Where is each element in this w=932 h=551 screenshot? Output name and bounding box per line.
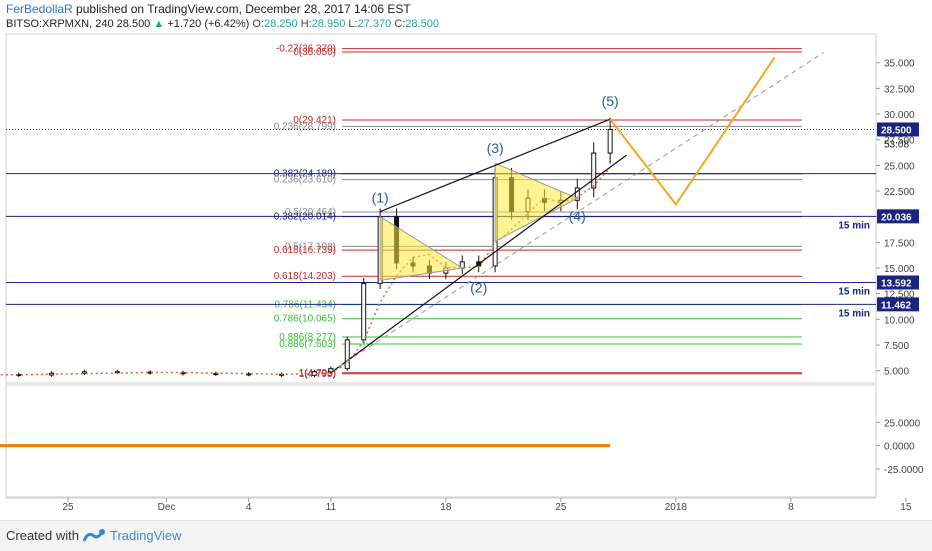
- price-tick-label: 27.500: [884, 136, 915, 147]
- chart-header-line1: FerBedollaR published on TradingView.com…: [6, 2, 411, 16]
- price-tick-label: 5.000: [884, 367, 909, 378]
- projection-arrow-path: [609, 57, 776, 207]
- price-pane-frame: [5, 33, 877, 384]
- price-level-badge-bg: [877, 275, 919, 290]
- wave-label: (4): [569, 208, 586, 224]
- last-price-badge-bg: [877, 122, 919, 137]
- fib-level-label: 0.618(16.739): [274, 245, 336, 256]
- change-up-icon: ▲: [153, 18, 165, 30]
- wave-label: (1): [372, 189, 389, 205]
- triangle-pattern-2: [494, 162, 579, 243]
- publish-info: published on TradingView.com, December 2…: [76, 2, 411, 16]
- price-tick-label: 12.500: [884, 290, 915, 301]
- open-value: 28.250: [263, 18, 298, 30]
- countdown-label: 53:08: [884, 139, 909, 150]
- wedge-upper-line: [379, 118, 611, 213]
- candle-body: [246, 373, 252, 376]
- price-tick-label: 25.000: [884, 161, 915, 172]
- candle-body: [574, 187, 580, 201]
- candle-body: [81, 371, 87, 374]
- price-chart[interactable]: 35.000 32.500 30.000 27.500 25.000 22.500 20.0…: [0, 0, 932, 520]
- time-tick-label: 2018: [665, 502, 688, 513]
- wave-label: (5): [602, 93, 619, 109]
- price-tick-label: 7.500: [884, 341, 909, 352]
- candle-body: [344, 339, 350, 370]
- time-tick-label: 4: [246, 502, 252, 513]
- price-level-badge-bg: [877, 209, 919, 224]
- chart-header-line2: BITSO:XRPMXN, 240 28.500 ▲ +1.720 (+6.42…: [6, 18, 439, 30]
- fib-level-label: 0.786(10.065): [274, 314, 336, 325]
- wave-label: (2): [470, 280, 487, 296]
- candle-body: [607, 128, 613, 154]
- last-price-text: 28.500: [116, 18, 151, 30]
- low-value: 27.370: [357, 18, 392, 30]
- candle-body: [361, 282, 367, 341]
- oscillator-pane-frame: [5, 384, 877, 498]
- change-text: +1.720 (+6.42%): [167, 18, 250, 30]
- symbol-label[interactable]: BITSO:XRPMXN, 240: [6, 18, 114, 30]
- time-tick-label: 8: [788, 502, 794, 513]
- time-tick-label: Dec: [158, 502, 176, 513]
- author-link[interactable]: FerBedollaR: [6, 2, 73, 16]
- price-tick-label: 15.000: [884, 264, 915, 275]
- fib-level-label: 0(29.421): [293, 115, 336, 126]
- close-value: 28.500: [405, 18, 439, 30]
- fib-level-label: 0.786(11.434): [274, 300, 336, 311]
- time-tick-label: 25: [555, 502, 567, 513]
- fib-level-label: 0.5(17.108): [285, 241, 336, 252]
- close-label: C:: [394, 18, 406, 30]
- footer: Created with TradingView: [0, 520, 932, 551]
- fib-level-label: 0.886(7.603): [279, 339, 336, 350]
- tradingview-brand-link[interactable]: TradingView: [110, 528, 182, 543]
- price-tick-label: 35.000: [884, 59, 915, 70]
- price-level-badge: 13.592: [881, 278, 912, 289]
- candle-body: [591, 152, 597, 189]
- created-with-text: Created with: [6, 528, 79, 543]
- open-label: O:: [252, 18, 264, 30]
- price-level-badge-bg: [877, 297, 919, 312]
- time-tick-label: 18: [440, 502, 452, 513]
- tradingview-logo-icon: [82, 529, 105, 542]
- fib-level-label: 0.236(23.610): [274, 175, 336, 186]
- high-label: H:: [300, 18, 312, 30]
- time-tick-label: 25: [62, 502, 74, 513]
- interval-label: 15 min: [838, 220, 870, 231]
- interval-label: 15 min: [838, 308, 870, 319]
- fib-level-label: 0.236(28.799): [274, 121, 336, 132]
- price-tick-label: 32.500: [884, 84, 915, 95]
- price-tick-label: 17.500: [884, 238, 915, 249]
- wave-label: (3): [487, 140, 504, 156]
- osc-tick-label: -25.0000: [884, 465, 924, 476]
- fib-level-label: 0(36.050): [293, 47, 336, 58]
- high-value: 28.950: [311, 18, 346, 30]
- osc-tick-label: 0.0000: [884, 442, 915, 453]
- osc-tick-label: 25.0000: [884, 418, 921, 429]
- price-tick-label: 10.000: [884, 315, 915, 326]
- fib-level-label: 0.382(20.014): [274, 212, 336, 223]
- time-tick-label: 11: [326, 502, 337, 513]
- price-tick-label: 30.000: [884, 110, 915, 121]
- fib-level-label: 0.382(24.189): [274, 169, 336, 180]
- triangle-pattern-1: [379, 215, 464, 281]
- price-level-badge: 11.462: [881, 300, 911, 311]
- interval-label: 15 min: [838, 286, 870, 297]
- low-label: L:: [348, 18, 358, 30]
- fib-level-label: 0.886(8.277): [279, 332, 336, 343]
- price-level-badge: 20.036: [881, 212, 912, 223]
- price-tick-label: 22.500: [884, 187, 915, 198]
- last-price-badge: 28.500: [881, 125, 912, 136]
- fib-level-label: -0.27(36.370): [276, 44, 336, 55]
- fib-level-label: 0.618(14.203): [274, 271, 336, 282]
- time-tick-label: 15: [900, 502, 912, 513]
- wedge-lower-line: [330, 154, 627, 374]
- fib-level-label: 0.5(20.464): [285, 207, 336, 218]
